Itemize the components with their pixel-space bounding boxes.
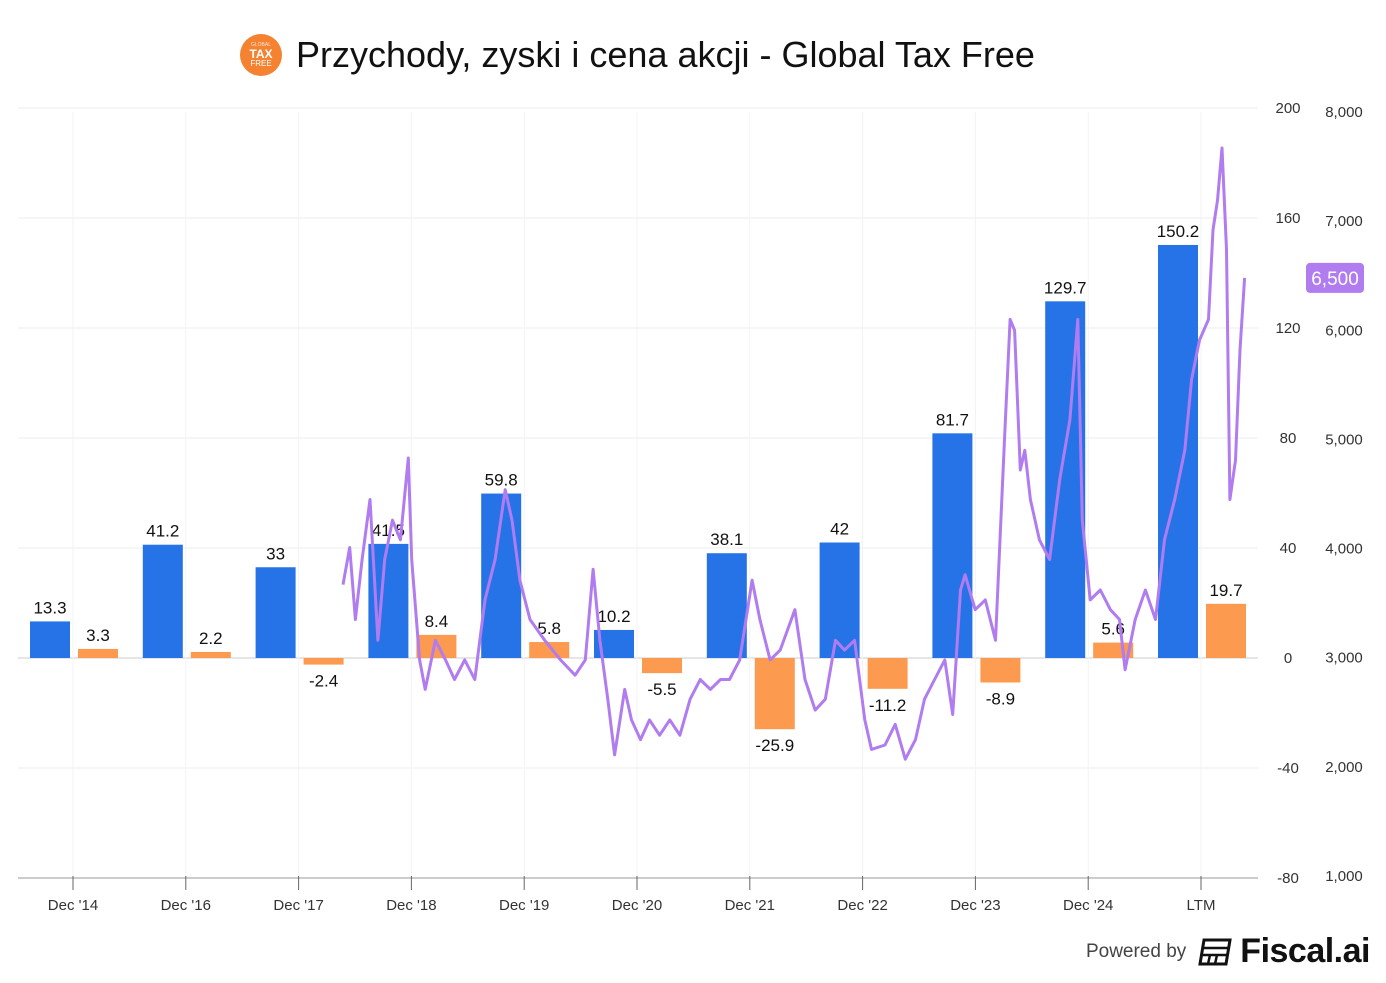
- y-right-tick-label: 8,000: [1325, 104, 1363, 121]
- revenue-data-label: 129.7: [1044, 278, 1087, 297]
- earnings-bar: [754, 658, 795, 730]
- earnings-data-label: 2.2: [199, 629, 223, 648]
- powered-by-label: Powered by: [1085, 940, 1187, 962]
- earnings-data-label: -5.5: [647, 680, 676, 699]
- revenue-bar: [142, 544, 183, 658]
- earnings-bar: [303, 658, 344, 665]
- y-right-tick-label: 6,000: [1325, 322, 1363, 339]
- y-left-tick-label: 200: [1275, 100, 1300, 117]
- revenue-bar: [932, 433, 973, 658]
- earnings-bar: [642, 658, 682, 674]
- x-tick-label: Dec '23: [950, 897, 1000, 914]
- revenue-data-label: 59.8: [485, 471, 518, 490]
- earnings-bar: [190, 651, 231, 658]
- earnings-bar: [416, 634, 457, 658]
- earnings-data-label: -25.9: [755, 736, 794, 755]
- y-right-tick-label: 5,000: [1325, 431, 1363, 448]
- revenue-bar: [706, 553, 747, 658]
- y-right-tick-label: 2,000: [1325, 759, 1363, 776]
- y-right-tick-label: 4,000: [1325, 541, 1363, 558]
- y-left-tick-label: -80: [1277, 870, 1299, 887]
- earnings-data-label: 5.8: [537, 619, 561, 638]
- x-tick-label: Dec '17: [273, 897, 323, 914]
- earnings-bar: [78, 648, 118, 658]
- earnings-data-label: -11.2: [869, 696, 907, 715]
- revenue-data-label: 41.5: [372, 521, 405, 540]
- earnings-bar: [867, 658, 908, 689]
- revenue-data-label: 41.2: [146, 522, 179, 541]
- chart-header: GLOBAL TAX FREE Przychody, zyski i cena ak…: [240, 30, 1035, 80]
- revenue-data-label: 13.3: [33, 598, 66, 617]
- x-tick-label: Dec '21: [725, 897, 775, 914]
- y-left-tick-label: 40: [1280, 540, 1297, 557]
- x-tick-label: LTM: [1187, 897, 1216, 914]
- x-tick-label: Dec '19: [499, 897, 549, 914]
- chart-title: Przychody, zyski i cena akcji - Global T…: [296, 34, 1035, 75]
- revenue-data-label: 38.1: [710, 530, 743, 549]
- revenue-bar: [819, 542, 860, 658]
- y-right-tick-label: 7,000: [1325, 213, 1363, 230]
- earnings-bar: [1206, 603, 1246, 658]
- fiscal-logo-icon: [1198, 938, 1233, 965]
- earnings-data-label: 8.4: [425, 612, 449, 631]
- x-tick-label: Dec '24: [1063, 897, 1113, 914]
- x-tick-label: Dec '16: [161, 897, 211, 914]
- last-price-badge: [1306, 262, 1364, 293]
- share-price-line: [341, 146, 1247, 761]
- revenue-data-label: 150.2: [1157, 222, 1200, 241]
- x-tick-label: Dec '22: [837, 897, 887, 914]
- y-left-tick-label: 160: [1275, 210, 1300, 227]
- powered-by[interactable]: Powered by Fiscal.ai: [1085, 932, 1371, 971]
- revenue-data-label: 81.7: [936, 410, 969, 429]
- earnings-data-label: -2.4: [309, 672, 338, 691]
- fiscal-brand: Fiscal.ai: [1240, 932, 1370, 970]
- revenue-data-label: 33: [266, 544, 285, 563]
- earnings-bar: [980, 658, 1021, 683]
- revenue-data-label: 42: [830, 520, 849, 539]
- y-left-tick-label: 0: [1284, 650, 1292, 667]
- revenue-bar: [255, 567, 296, 658]
- revenue-bar: [30, 621, 70, 658]
- y-right-tick-label: 3,000: [1325, 650, 1363, 667]
- x-tick-label: Dec '18: [386, 897, 436, 914]
- earnings-data-label: 19.7: [1209, 581, 1242, 600]
- revenue-data-label: 10.2: [597, 607, 630, 626]
- global-tax-free-logo: GLOBAL TAX FREE: [240, 34, 282, 76]
- earnings-data-label: -8.9: [986, 689, 1015, 708]
- earnings-bar: [529, 642, 570, 658]
- last-price-label: 6,500: [1311, 269, 1359, 290]
- x-tick-label: Dec '20: [612, 897, 662, 914]
- y-right-tick-label: 1,000: [1325, 868, 1363, 885]
- earnings-data-label: 3.3: [86, 626, 110, 645]
- x-tick-label: Dec '14: [48, 897, 98, 914]
- y-left-tick-label: -40: [1277, 760, 1299, 777]
- revenue-bar: [1158, 244, 1198, 658]
- y-left-tick-label: 80: [1280, 430, 1297, 447]
- y-left-tick-label: 120: [1275, 320, 1300, 337]
